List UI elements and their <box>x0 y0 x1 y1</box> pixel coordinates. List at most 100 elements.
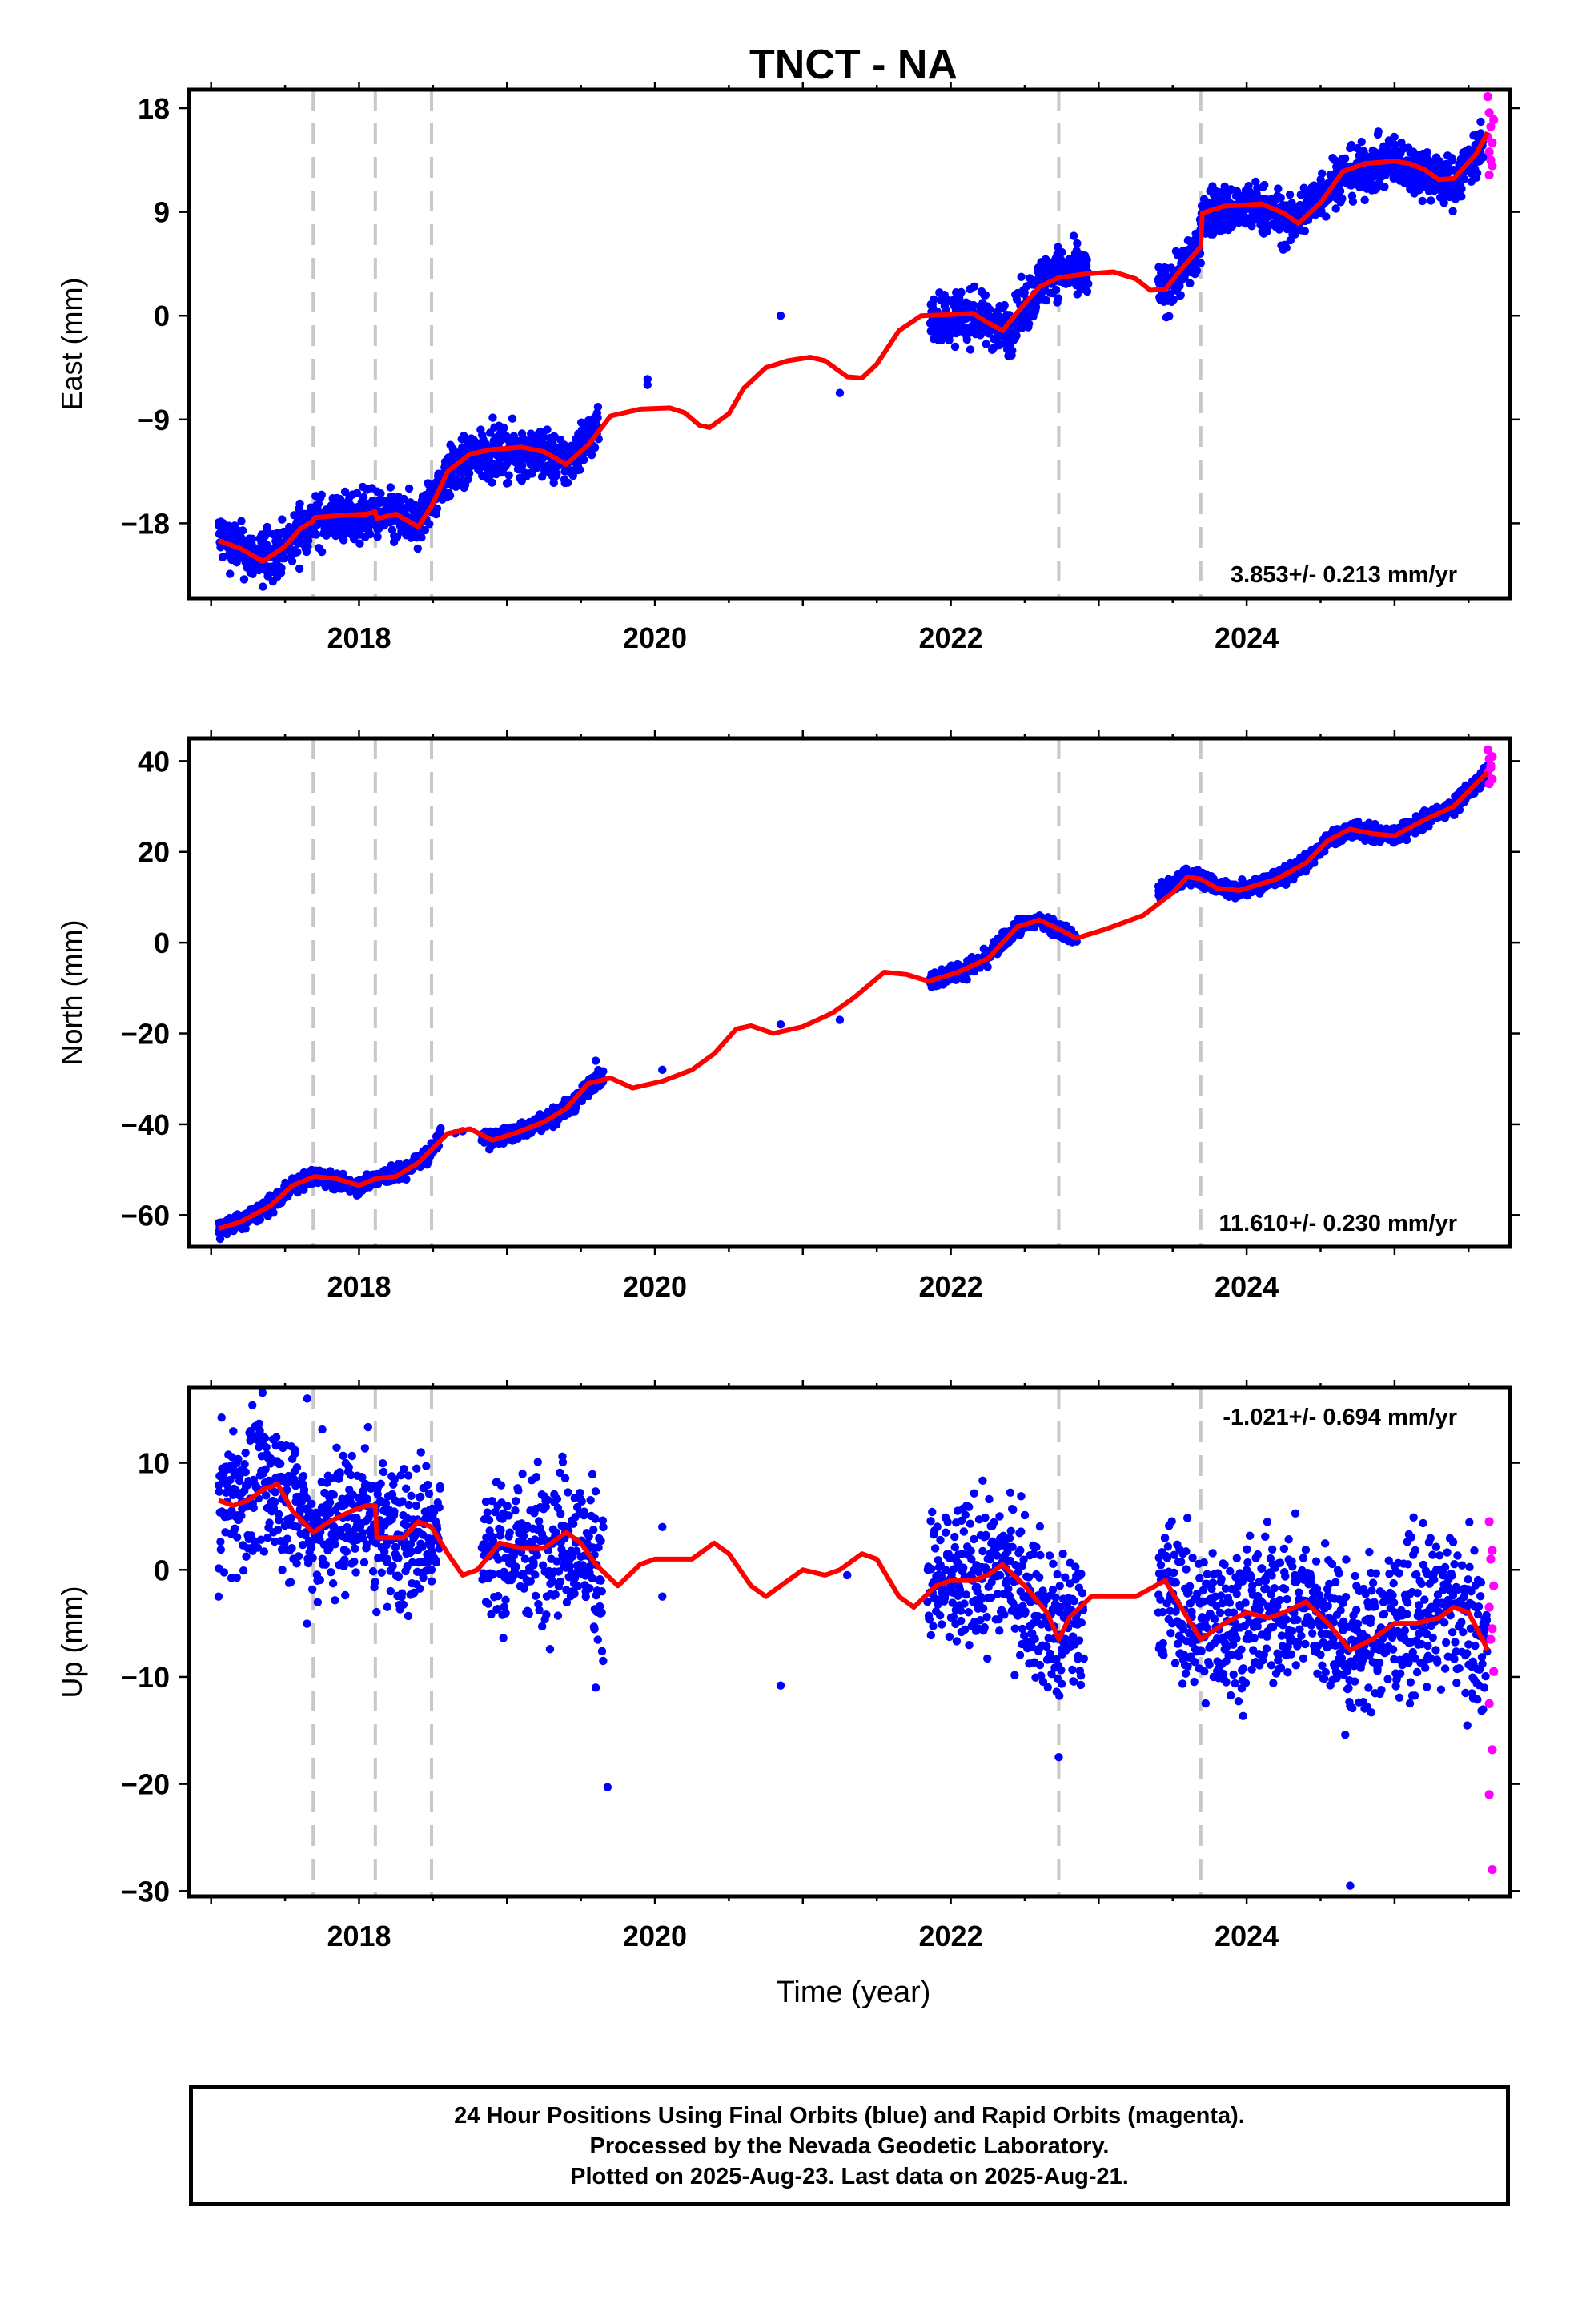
east-final-point <box>776 312 785 320</box>
north-final-point <box>1402 835 1411 845</box>
east-final-point <box>1042 296 1051 305</box>
east-final-point <box>1165 312 1174 320</box>
east-final-point <box>985 305 994 314</box>
east-final-point <box>1058 247 1066 257</box>
east-final-point <box>277 564 286 573</box>
east-final-point <box>317 490 326 500</box>
east-final-point <box>278 515 287 524</box>
east-final-point <box>549 478 558 488</box>
east-y-tick-label: 9 <box>154 196 170 229</box>
east-final-point <box>1340 154 1350 163</box>
east-final-point <box>340 487 350 497</box>
east-y-tick-label: −18 <box>121 507 170 540</box>
east-final-point <box>1196 259 1206 267</box>
east-final-point <box>1357 137 1366 147</box>
east-final-point <box>1448 207 1457 215</box>
north-rapid-orbit-points <box>1483 745 1497 789</box>
chart-title: TNCT - NA <box>749 42 958 88</box>
east-rapid-point <box>1488 161 1497 171</box>
north-rapid-point <box>1484 779 1494 789</box>
east-final-point <box>359 493 368 502</box>
east-final-point <box>259 582 267 591</box>
north-y-tick-label: −40 <box>121 1108 170 1141</box>
east-final-point <box>1318 169 1327 178</box>
east-final-point <box>1338 194 1347 203</box>
east-final-point <box>1054 294 1063 303</box>
east-final-point <box>966 345 975 354</box>
east-final-point <box>950 342 960 352</box>
east-final-point <box>970 282 979 292</box>
east-final-point <box>504 471 513 480</box>
up-final-orbit-points <box>214 1388 1492 1890</box>
north-rapid-point <box>1486 763 1496 773</box>
east-rapid-point <box>1484 170 1494 180</box>
north-final-point <box>835 1015 845 1024</box>
north-x-ticks: 2018 2020 2022 2024 <box>210 730 1470 1303</box>
east-final-point <box>1460 175 1468 183</box>
east-final-point <box>413 544 422 553</box>
north-x-tick-label: 2024 <box>1215 1270 1279 1303</box>
east-final-point <box>488 413 497 422</box>
east-y-tick-label: −9 <box>137 404 170 436</box>
east-final-point <box>538 439 548 448</box>
north-x-tick-label: 2022 <box>919 1270 983 1303</box>
east-y-tick-label: 0 <box>154 300 170 332</box>
east-final-point <box>643 380 652 389</box>
east-final-point <box>1439 199 1448 207</box>
east-x-tick-label: 2018 <box>327 621 391 654</box>
east-final-point <box>1391 140 1399 150</box>
east-final-point <box>499 424 508 433</box>
east-final-point <box>1285 190 1295 199</box>
east-final-point <box>339 536 348 545</box>
east-final-point <box>400 494 408 504</box>
east-final-point <box>1020 288 1029 297</box>
east-final-point <box>1331 155 1339 165</box>
east-final-point <box>518 460 527 470</box>
east-final-point <box>1380 182 1389 191</box>
east-final-point <box>376 489 385 498</box>
east-final-point <box>1260 180 1269 190</box>
east-final-point <box>1012 331 1021 340</box>
north-final-point <box>962 975 971 984</box>
north-final-point <box>599 1067 608 1076</box>
east-final-point <box>1008 346 1017 355</box>
east-final-point <box>552 469 561 478</box>
north-rapid-point <box>1488 752 1497 762</box>
up-final-point <box>217 1413 226 1422</box>
east-final-point <box>504 478 512 488</box>
east-final-point <box>576 465 584 474</box>
north-x-tick-label: 2018 <box>327 1270 391 1303</box>
east-final-point <box>226 569 235 578</box>
east-final-point <box>287 557 297 565</box>
east-final-point <box>488 467 496 476</box>
east-final-point <box>508 414 517 423</box>
east-final-point <box>962 335 971 344</box>
east-final-point <box>593 403 603 412</box>
east-rapid-orbit-points <box>1483 92 1499 180</box>
east-final-point <box>1331 204 1340 213</box>
east-x-ticks: 2018 2020 2022 2024 <box>210 82 1470 654</box>
east-final-point <box>643 375 652 384</box>
east-final-point <box>945 332 954 340</box>
east-final-point <box>355 539 364 549</box>
east-final-point <box>1247 222 1256 231</box>
east-final-point <box>1169 295 1178 304</box>
east-final-point <box>1423 148 1431 157</box>
east-final-point <box>417 533 426 542</box>
east-final-point <box>1082 287 1092 296</box>
east-final-point <box>982 340 990 348</box>
east-final-point <box>412 501 421 510</box>
east-rate-label: 3.853+/- 0.213 mm/yr <box>1231 562 1457 588</box>
east-rapid-point <box>1488 138 1497 147</box>
east-final-point <box>1322 212 1331 221</box>
east-final-point <box>1051 285 1061 295</box>
east-final-point <box>930 295 938 304</box>
east-final-point <box>237 517 246 525</box>
east-final-point <box>350 534 359 544</box>
east-final-point <box>1276 193 1285 203</box>
north-y-tick-label: −20 <box>121 1018 170 1051</box>
